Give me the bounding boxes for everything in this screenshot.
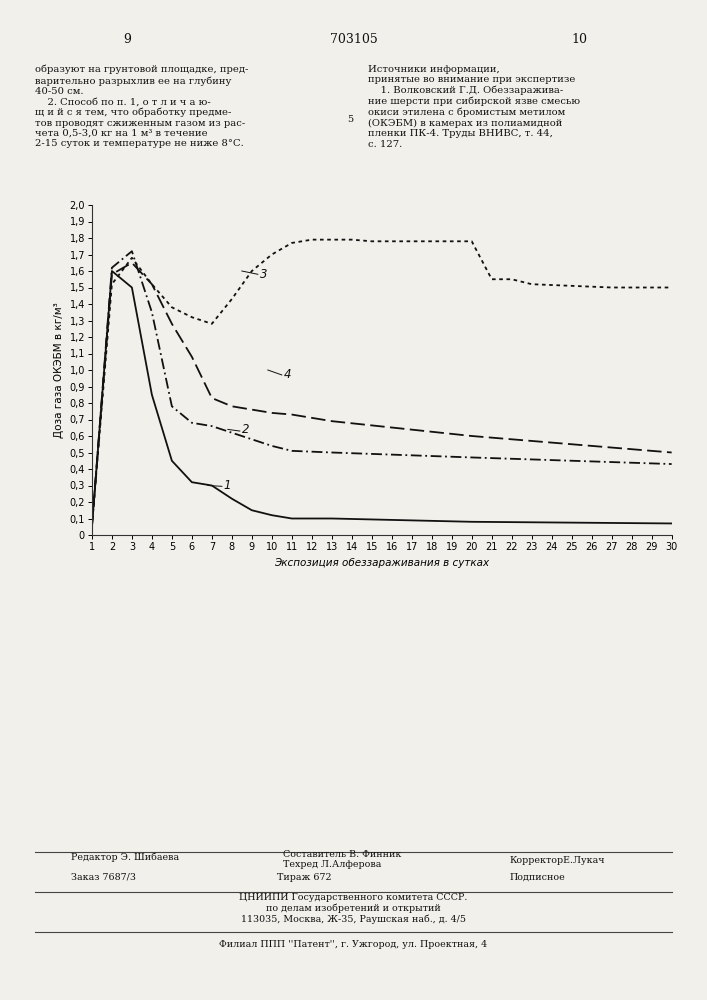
Text: 1: 1 — [224, 479, 231, 492]
Y-axis label: Доза газа ОКЭБМ в кг/м³: Доза газа ОКЭБМ в кг/м³ — [54, 302, 64, 438]
Text: КорректорЕ.Лукач: КорректорЕ.Лукач — [509, 856, 604, 865]
Text: Заказ 7687/3: Заказ 7687/3 — [71, 873, 136, 882]
Text: Редактор Э. Шибаева: Редактор Э. Шибаева — [71, 852, 179, 862]
Text: 3: 3 — [260, 268, 267, 281]
Text: Подписное: Подписное — [509, 873, 565, 882]
Text: 9: 9 — [123, 33, 132, 46]
Text: Источники информации,
принятые во внимание при экспертизе
    1. Волковский Г.Д.: Источники информации, принятые во вниман… — [368, 65, 580, 149]
Text: 2: 2 — [242, 423, 250, 436]
Text: 10: 10 — [572, 33, 588, 46]
Text: образуют на грунтовой площадке, пред-
варительно разрыхлив ее на глубину
40-50 с: образуют на грунтовой площадке, пред- ва… — [35, 65, 249, 148]
Text: по делам изобретений и открытий: по делам изобретений и открытий — [266, 904, 441, 913]
Text: Тираж 672: Тираж 672 — [276, 873, 332, 882]
X-axis label: Экспозиция обеззараживания в сутках: Экспозиция обеззараживания в сутках — [274, 558, 489, 568]
Text: Составитель В. Финник: Составитель В. Финник — [283, 850, 401, 859]
Text: 703105: 703105 — [329, 33, 378, 46]
Text: 113035, Москва, Ж-35, Раушская наб., д. 4/5: 113035, Москва, Ж-35, Раушская наб., д. … — [241, 914, 466, 924]
Text: ЦНИИПИ Государственного комитета СССР.: ЦНИИПИ Государственного комитета СССР. — [239, 893, 468, 902]
Text: Филиал ППП ''Патент'', г. Ужгород, ул. Проектная, 4: Филиал ППП ''Патент'', г. Ужгород, ул. П… — [219, 940, 488, 949]
Text: 5: 5 — [347, 115, 353, 124]
Text: 4: 4 — [284, 368, 291, 381]
Text: Техред Л.Алферова: Техред Л.Алферова — [283, 860, 381, 869]
